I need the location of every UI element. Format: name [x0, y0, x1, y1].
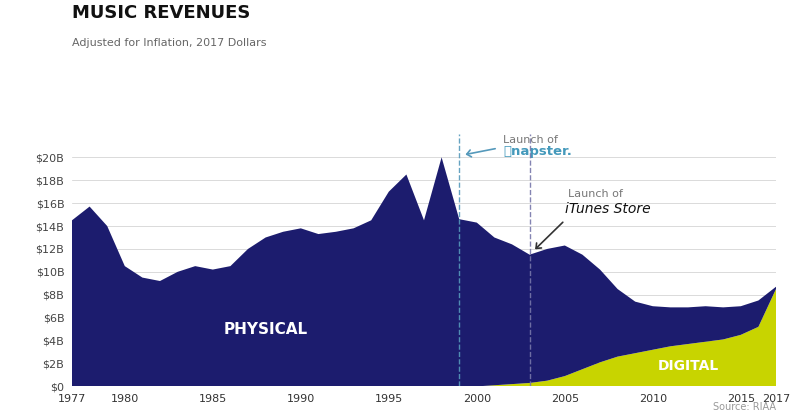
- Text: Ⓝnapster.: Ⓝnapster.: [503, 145, 572, 158]
- Text: Source: RIAA: Source: RIAA: [713, 402, 776, 412]
- Text: Adjusted for Inflation, 2017 Dollars: Adjusted for Inflation, 2017 Dollars: [72, 38, 266, 48]
- Text: MUSIC REVENUES: MUSIC REVENUES: [72, 4, 250, 22]
- Text: DIGITAL: DIGITAL: [658, 359, 718, 373]
- Text: Launch of: Launch of: [503, 135, 558, 145]
- Text: iTunes Store: iTunes Store: [565, 202, 650, 216]
- Text: Launch of: Launch of: [568, 189, 623, 199]
- Text: PHYSICAL: PHYSICAL: [223, 322, 308, 336]
